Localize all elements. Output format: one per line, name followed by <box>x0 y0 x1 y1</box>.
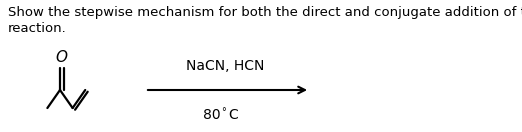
Text: Show the stepwise mechanism for both the direct and conjugate addition of the fo: Show the stepwise mechanism for both the… <box>8 6 522 19</box>
Text: NaCN, HCN: NaCN, HCN <box>186 59 264 73</box>
Text: O: O <box>55 50 67 65</box>
Text: reaction.: reaction. <box>8 22 67 35</box>
Text: C: C <box>228 108 238 122</box>
Text: 80: 80 <box>204 108 221 122</box>
Text: °: ° <box>221 107 226 117</box>
